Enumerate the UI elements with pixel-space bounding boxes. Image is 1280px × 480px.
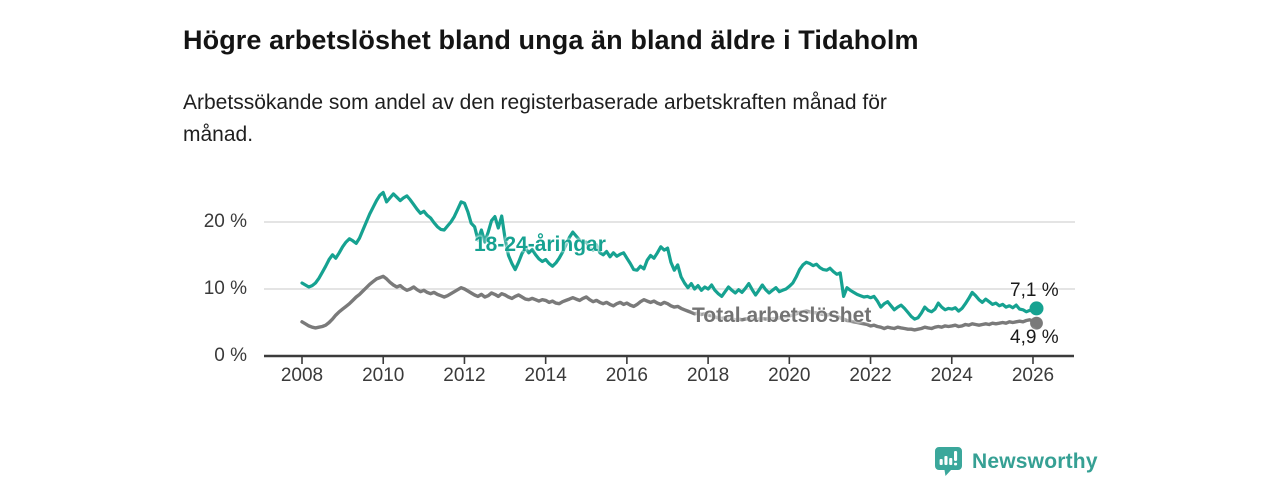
- x-tick-label: 2016: [605, 365, 649, 386]
- newsworthy-logo-text: Newsworthy: [972, 449, 1098, 473]
- x-tick-label: 2010: [362, 365, 405, 386]
- end-value-label-youth: 7,1 %: [1010, 280, 1059, 301]
- total-end-dot: [1030, 316, 1043, 330]
- youth-end-dot: [1029, 301, 1044, 316]
- y-tick-label: 20 %: [203, 211, 247, 232]
- y-tick-label: 0 %: [214, 345, 247, 366]
- x-tick-label: 2024: [930, 365, 973, 386]
- end-value-label-total: 4,9 %: [1010, 327, 1059, 348]
- y-tick-label: 10 %: [203, 278, 247, 299]
- series-label-youth: 18-24-åringar: [474, 233, 606, 256]
- total-line: [300, 274, 1039, 332]
- x-tick-label: 2008: [280, 365, 324, 386]
- x-tick-label: 2012: [443, 365, 486, 386]
- x-tick-label: 2020: [768, 365, 811, 386]
- series-label-total: Total arbetslöshet: [692, 304, 872, 327]
- youth-line: [300, 190, 1039, 321]
- x-tick-label: 2018: [686, 365, 730, 386]
- x-tick-label: 2014: [524, 365, 567, 386]
- newsworthy-logo-icon: [935, 447, 962, 476]
- x-tick-label: 2026: [1011, 365, 1055, 386]
- x-tick-label: 2022: [849, 365, 892, 386]
- newsworthy-logo[interactable]: Newsworthy: [934, 446, 1098, 477]
- chart-title: Högre arbetslöshet bland unga än bland ä…: [183, 25, 919, 56]
- chart-subtitle: Arbetssökande som andel av den registerb…: [183, 91, 887, 146]
